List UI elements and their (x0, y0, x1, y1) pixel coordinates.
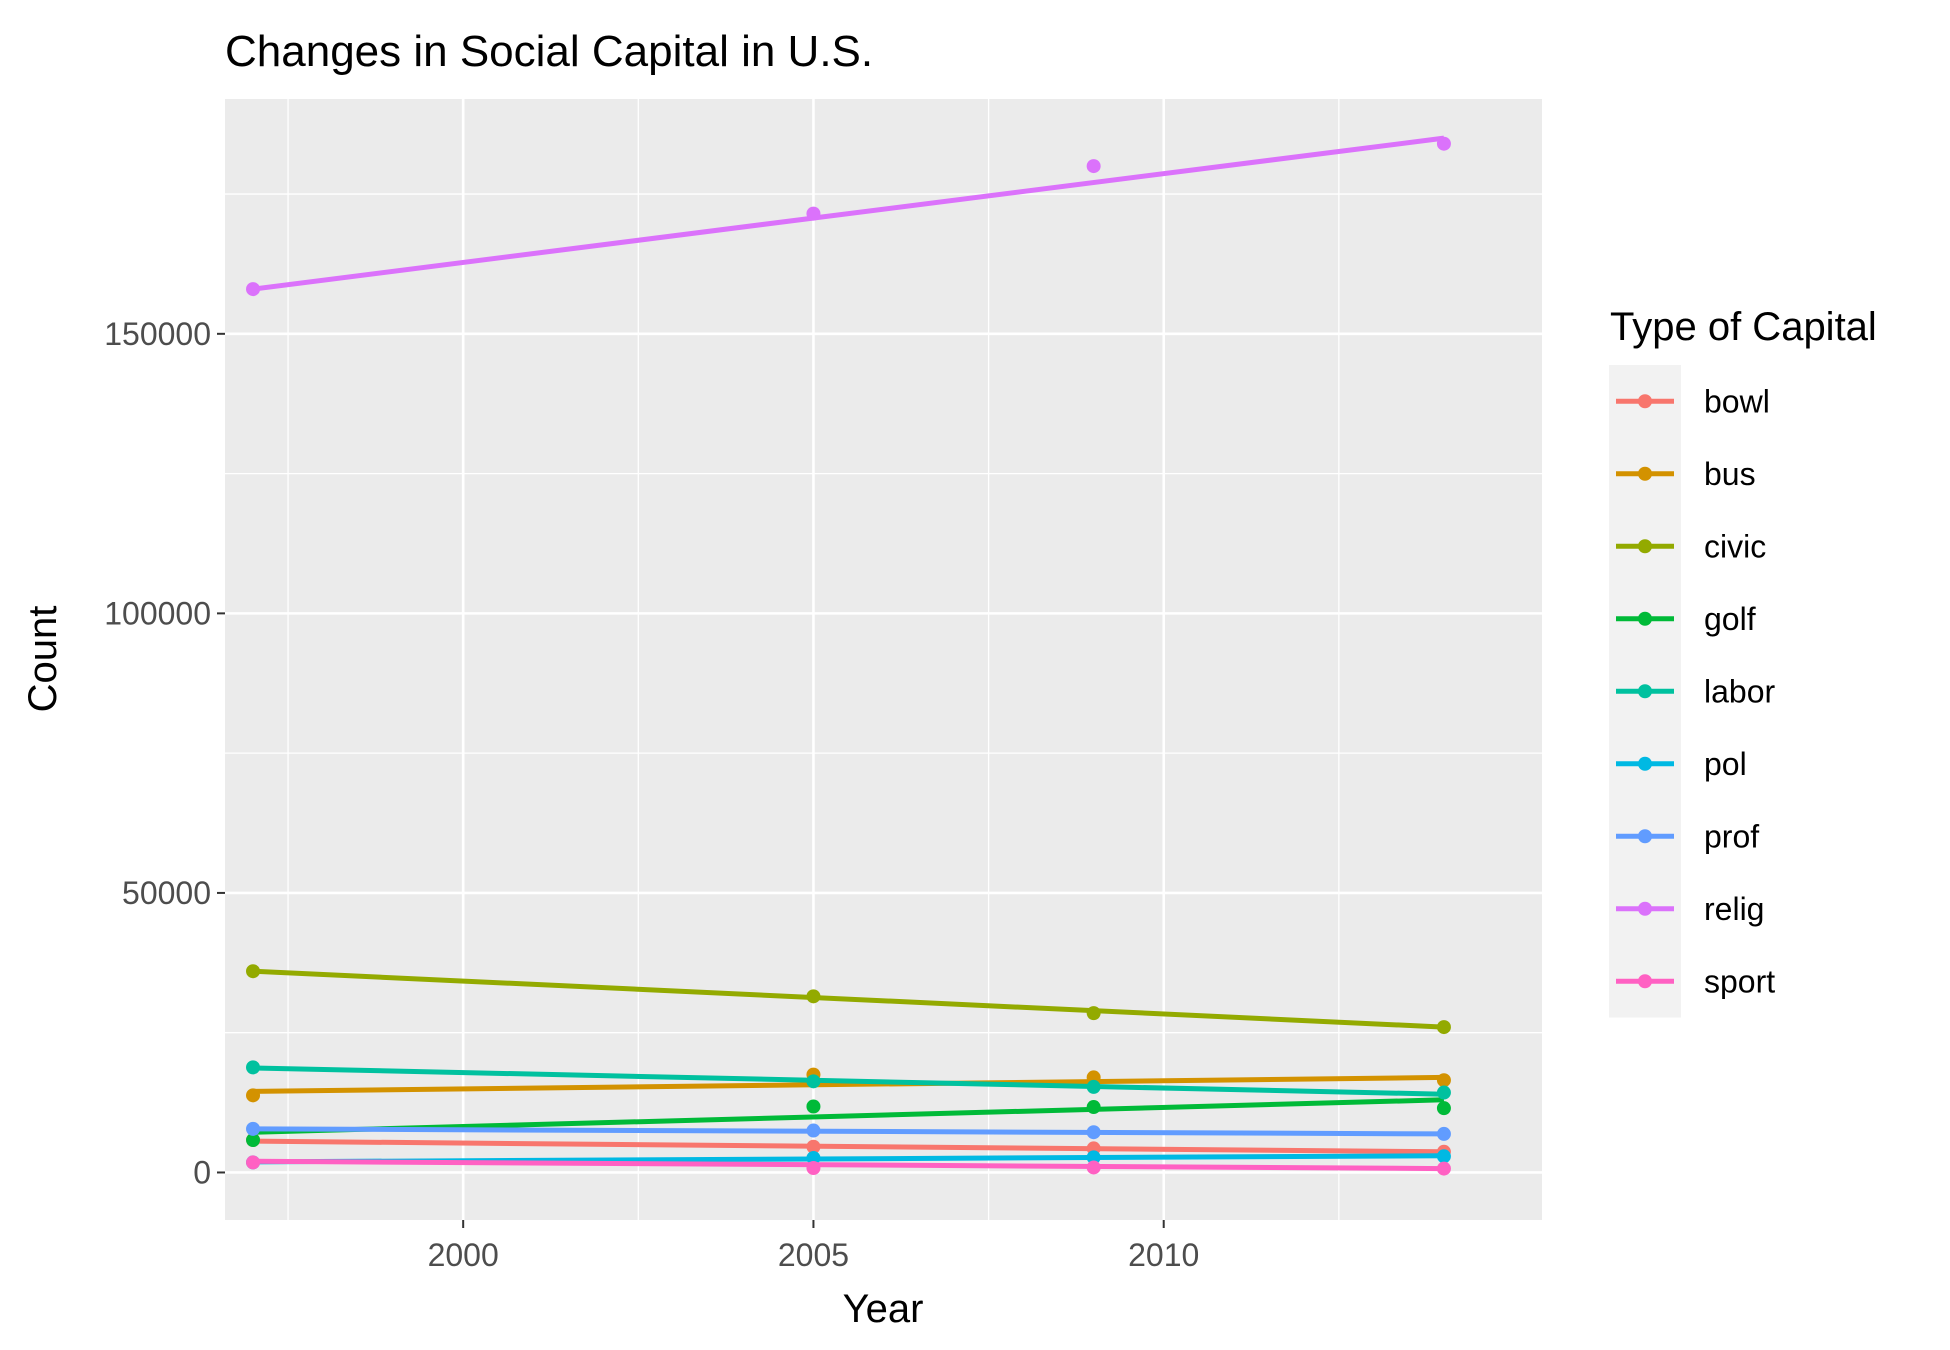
legend-label: labor (1704, 673, 1776, 709)
legend-label: sport (1704, 963, 1775, 999)
y-tick-label: 150000 (104, 316, 211, 352)
legend-item-sport: sport (1616, 963, 1775, 999)
series-layer (246, 135, 1451, 1176)
trend-line-bowl (252, 1138, 1444, 1155)
legend-item-bowl: bowl (1616, 383, 1770, 419)
trend-line-golf (252, 1097, 1444, 1135)
x-tick-label: 2005 (778, 1237, 849, 1273)
x-tick-label: 2000 (428, 1237, 499, 1273)
legend-item-golf: golf (1616, 601, 1756, 637)
trend-line-sport (253, 1158, 1444, 1172)
series-labor (246, 1060, 1451, 1100)
chart-title: Changes in Social Capital in U.S. (225, 27, 873, 76)
y-axis-ticks: 0 50000 100000 150000 (104, 316, 225, 1190)
legend-key-point (1638, 394, 1652, 409)
legend-label: prof (1704, 818, 1759, 854)
legend-item-pol: pol (1616, 746, 1747, 782)
legend-title: Type of Capital (1610, 305, 1877, 349)
grid-major (225, 99, 1542, 1220)
data-point-golf (246, 1133, 261, 1148)
series-golf (246, 1097, 1451, 1148)
series-prof (246, 1121, 1451, 1141)
trend-line-bus (252, 1074, 1444, 1094)
legend-label: relig (1704, 891, 1764, 927)
legend-label: golf (1704, 601, 1756, 637)
legend-key-point (1638, 611, 1652, 626)
legend-key-point (1638, 974, 1652, 989)
legend-item-civic: civic (1616, 528, 1766, 564)
x-axis-ticks: 2000 2005 2010 (428, 1220, 1199, 1273)
legend-label: civic (1704, 528, 1766, 564)
legend-item-bus: bus (1616, 456, 1756, 492)
series-relig (246, 135, 1451, 297)
legend-key-point (1638, 756, 1652, 771)
trend-line-civic (252, 968, 1445, 1030)
data-point-golf (806, 1099, 821, 1114)
legend-key-point (1638, 466, 1652, 481)
data-point-golf (1436, 1101, 1451, 1116)
x-tick-label: 2010 (1128, 1237, 1199, 1273)
trend-line-prof (253, 1126, 1444, 1137)
legend-key-point (1638, 901, 1652, 916)
legend-item-relig: relig (1616, 891, 1764, 927)
y-tick-label: 0 (193, 1154, 211, 1190)
trend-line-relig (252, 135, 1445, 292)
series-sport (246, 1155, 1451, 1176)
x-axis-title: Year (843, 1287, 924, 1331)
legend-key-point (1638, 829, 1652, 844)
y-tick-label: 100000 (104, 595, 211, 631)
trend-line-labor (252, 1065, 1444, 1097)
legend: bowl bus civic golf labor pol prof relig sport (1609, 365, 1776, 1018)
legend-label: bowl (1704, 383, 1770, 419)
legend-item-labor: labor (1616, 673, 1776, 709)
data-point-relig (1086, 159, 1101, 174)
y-axis-title: Count (21, 606, 65, 713)
series-civic (246, 964, 1451, 1035)
legend-label: bus (1704, 456, 1756, 492)
legend-item-prof: prof (1616, 818, 1759, 854)
legend-key-point (1638, 684, 1652, 699)
y-tick-label: 50000 (122, 875, 211, 911)
legend-label: pol (1704, 746, 1747, 782)
data-point-labor (246, 1060, 261, 1075)
legend-key-point (1638, 539, 1652, 554)
